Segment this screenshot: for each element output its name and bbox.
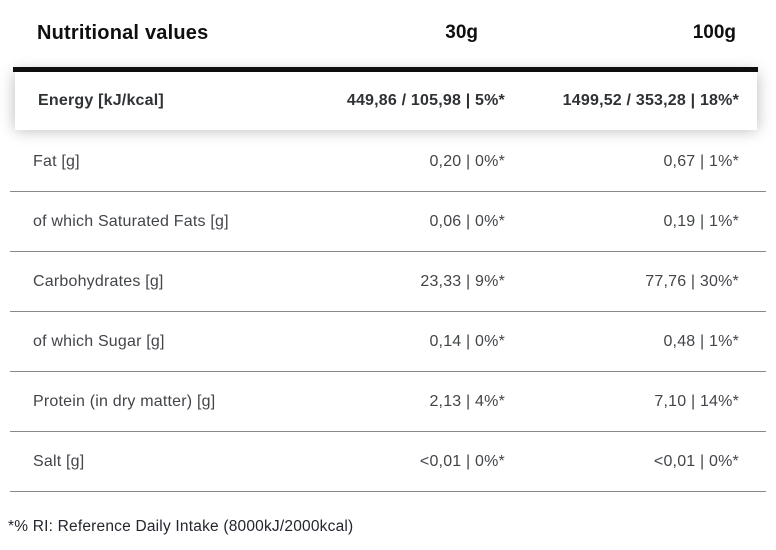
row-value-100g: 0,48 | 1%* xyxy=(663,332,739,350)
table-row: Protein (in dry matter) [g] 2,13 | 4%* 7… xyxy=(10,372,766,432)
table-title: Nutritional values xyxy=(37,21,209,44)
row-value-100g: 0,19 | 1%* xyxy=(663,212,739,230)
table-row: of which Sugar [g] 0,14 | 0%* 0,48 | 1%* xyxy=(10,312,766,372)
row-value-30g: 0,06 | 0%* xyxy=(429,212,505,230)
table-row: Salt [g] <0,01 | 0%* <0,01 | 0%* xyxy=(10,432,766,492)
row-value-100g: <0,01 | 0%* xyxy=(653,452,739,470)
row-value-30g: 449,86 / 105,98 | 5%* xyxy=(346,92,505,109)
row-value-30g: 0,20 | 0%* xyxy=(429,152,505,170)
column-header-100g: 100g xyxy=(692,22,736,43)
row-value-100g: 7,10 | 14%* xyxy=(654,392,739,410)
row-value-100g: 1499,52 / 353,28 | 18%* xyxy=(562,92,739,109)
row-label: Fat [g] xyxy=(33,152,80,170)
row-value-30g: <0,01 | 0%* xyxy=(419,452,505,470)
row-value-30g: 0,14 | 0%* xyxy=(429,332,505,350)
table-row: Carbohydrates [g] 23,33 | 9%* 77,76 | 30… xyxy=(10,252,766,312)
row-value-100g: 0,67 | 1%* xyxy=(663,152,739,170)
table-row: of which Saturated Fats [g] 0,06 | 0%* 0… xyxy=(10,192,766,252)
table-header-row: Nutritional values 30g 100g xyxy=(0,0,776,46)
column-header-30g: 30g xyxy=(445,22,478,43)
row-value-30g: 2,13 | 4%* xyxy=(429,392,505,410)
header-separator-rule xyxy=(13,67,758,72)
row-value-30g: 23,33 | 9%* xyxy=(420,272,505,290)
reference-intake-footnote: *% RI: Reference Daily Intake (8000kJ/20… xyxy=(8,518,354,535)
row-label: Energy [kJ/kcal] xyxy=(38,92,164,109)
row-value-100g: 77,76 | 30%* xyxy=(645,272,739,290)
table-row: Fat [g] 0,20 | 0%* 0,67 | 1%* xyxy=(10,132,766,192)
row-label: of which Sugar [g] xyxy=(33,332,165,350)
row-label: Salt [g] xyxy=(33,452,85,470)
table-body: Fat [g] 0,20 | 0%* 0,67 | 1%* of which S… xyxy=(10,132,766,492)
table-row-energy-highlighted: Energy [kJ/kcal] 449,86 / 105,98 | 5%* 1… xyxy=(15,72,757,130)
row-label: of which Saturated Fats [g] xyxy=(33,212,229,230)
row-label: Carbohydrates [g] xyxy=(33,272,164,290)
row-label: Protein (in dry matter) [g] xyxy=(33,392,216,410)
